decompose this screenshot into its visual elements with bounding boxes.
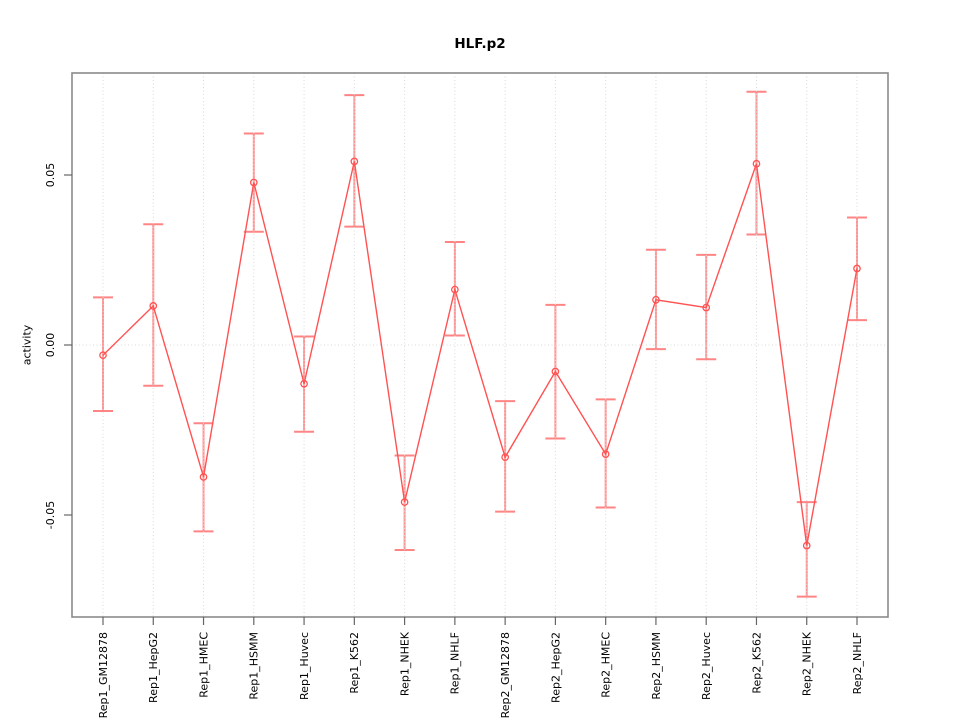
x-category-label: Rep2_HepG2 bbox=[549, 632, 562, 703]
x-category-label: Rep1_HepG2 bbox=[147, 632, 160, 703]
data-point bbox=[702, 303, 711, 312]
data-point bbox=[99, 351, 107, 360]
y-tick-label: 0.05 bbox=[44, 163, 57, 188]
data-point bbox=[199, 473, 208, 481]
data-point bbox=[149, 302, 158, 310]
x-category-label: Rep2_NHLF bbox=[851, 632, 864, 694]
data-point bbox=[802, 541, 811, 550]
data-point bbox=[752, 159, 761, 168]
data-point bbox=[451, 285, 459, 294]
x-category-label: Rep1_NHLF bbox=[449, 632, 462, 694]
x-category-label: Rep1_GM12878 bbox=[97, 632, 110, 718]
data-point bbox=[601, 450, 610, 458]
x-category-label: Rep2_K562 bbox=[750, 632, 763, 694]
x-category-label: Rep1_HSMM bbox=[248, 632, 261, 700]
x-category-label: Rep2_HMEC bbox=[600, 632, 613, 698]
x-category-label: Rep2_HSMM bbox=[650, 632, 663, 700]
chart-title: HLF.p2 bbox=[454, 36, 506, 52]
y-tick-label: 0.00 bbox=[44, 333, 57, 358]
data-point bbox=[400, 498, 409, 506]
data-point bbox=[652, 295, 660, 304]
data-point bbox=[501, 453, 509, 462]
x-category-label: Rep2_NHEK bbox=[801, 631, 814, 696]
y-tick-label: -0.05 bbox=[44, 501, 57, 529]
x-category-label: Rep2_GM12878 bbox=[499, 632, 512, 718]
data-point bbox=[249, 178, 258, 187]
x-category-label: Rep1_K562 bbox=[348, 632, 361, 694]
x-category-label: Rep1_NHEK bbox=[398, 631, 411, 696]
series-line bbox=[102, 161, 858, 546]
x-category-label: Rep2_Huvec bbox=[700, 632, 713, 700]
data-point bbox=[300, 379, 308, 388]
x-category-label: Rep1_Huvec bbox=[298, 632, 311, 700]
data-point bbox=[853, 264, 861, 273]
data-point bbox=[350, 157, 359, 166]
x-category-label: Rep1_HMEC bbox=[197, 632, 210, 698]
data-point bbox=[551, 367, 560, 376]
